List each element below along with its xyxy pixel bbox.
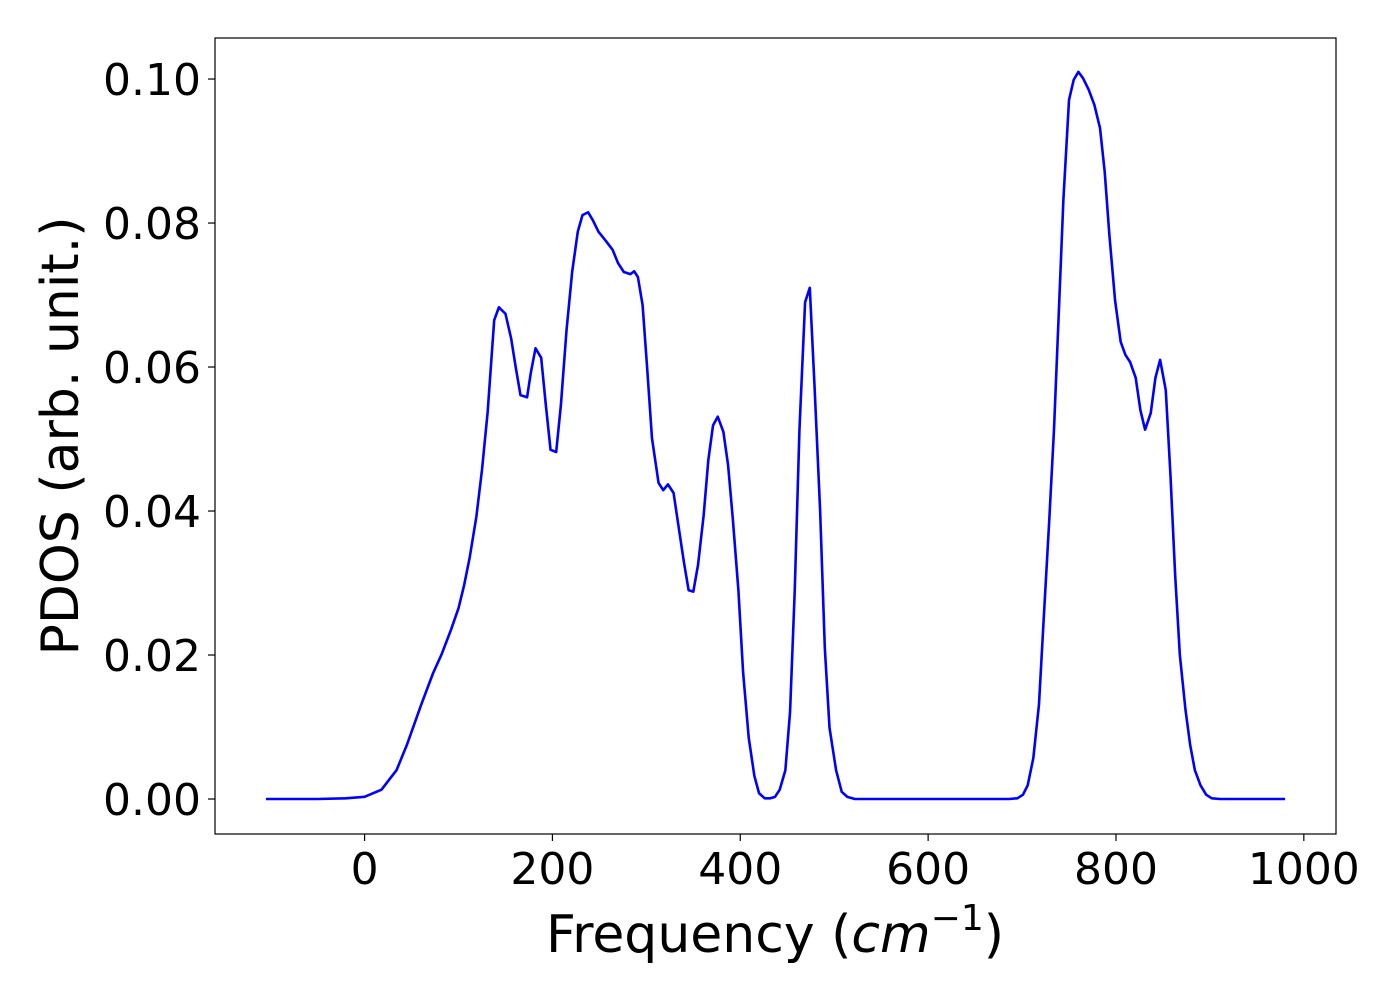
plot-frame	[214, 37, 1337, 835]
line-series	[265, 70, 1286, 801]
y-tick-label: 0.04	[103, 487, 201, 538]
y-tick-label: 0.02	[103, 631, 201, 682]
x-tick-label: 200	[510, 844, 594, 895]
x-label-unit: cm	[851, 905, 930, 965]
x-axis-label: Frequency (cm−1)	[546, 898, 1004, 965]
y-tick-label: 0.06	[103, 343, 201, 394]
y-axis-label: PDOS (arb. unit.)	[31, 216, 91, 655]
x-label-suffix: )	[984, 905, 1004, 965]
y-tick-label: 0.08	[103, 199, 201, 250]
x-tick-label: 1000	[1248, 844, 1360, 895]
x-tick-label: 0	[351, 844, 379, 895]
x-label-prefix: Frequency (	[546, 905, 851, 965]
y-tick-label: 0.00	[103, 775, 201, 826]
x-tick-label: 800	[1074, 844, 1158, 895]
x-tick-label: 600	[886, 844, 970, 895]
x-label-exponent: −1	[931, 898, 984, 939]
x-tick-label: 400	[698, 844, 782, 895]
y-tick-label: 0.10	[103, 55, 201, 106]
